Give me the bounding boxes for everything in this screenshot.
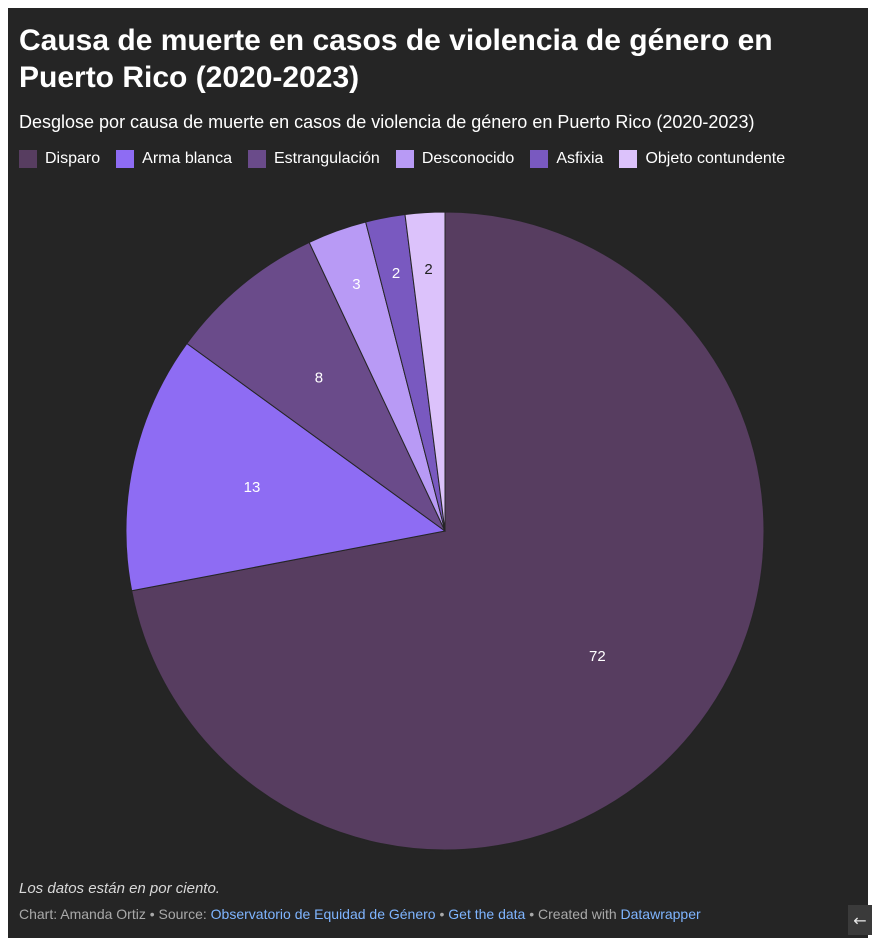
legend-label: Estrangulación: [273, 150, 380, 167]
chart-subtitle: Desglose por causa de muerte en casos de…: [19, 112, 755, 132]
back-arrow-icon[interactable]: ←: [848, 905, 872, 935]
pie-slice-arma-blanca[interactable]: [125, 342, 447, 592]
pie-slice-disparo[interactable]: [131, 211, 765, 851]
footer-created-with: Created with: [538, 906, 621, 922]
legend-item: Asfixia: [530, 150, 603, 168]
pie-slice-label: 2: [424, 261, 432, 278]
pie-slice-objeto-contundente[interactable]: [404, 211, 446, 532]
legend-label: Asfixia: [556, 150, 604, 167]
pie-slice-label: 72: [589, 648, 606, 665]
legend-item: Estrangulación: [247, 150, 380, 168]
legend-item: Disparo: [19, 150, 100, 168]
footer-source-label: Source:: [158, 906, 211, 922]
legend-item: Desconocido: [395, 150, 515, 168]
footer-separator: •: [145, 906, 159, 922]
footer-datawrapper-link[interactable]: Datawrapper: [620, 906, 701, 922]
legend-label: Disparo: [45, 150, 101, 167]
legend-item: Arma blanca: [116, 150, 232, 168]
pie-slice-label: 8: [315, 370, 323, 387]
legend-swatch: [116, 150, 135, 168]
legend-label: Arma blanca: [142, 150, 232, 167]
footer-source-link[interactable]: Observatorio de Equidad de Género: [210, 906, 436, 922]
chart-footer: Chart: Amanda Ortiz • Source: Observator…: [19, 906, 701, 922]
legend-swatch: [247, 150, 266, 168]
chart-title: Causa de muerte en casos de violencia de…: [19, 24, 773, 94]
legend-swatch: [530, 150, 549, 168]
pie-slice-label: 3: [352, 276, 360, 293]
legend-item: Objeto contundente: [619, 150, 785, 168]
legend-label: Objeto contundente: [645, 150, 786, 167]
legend-swatch: [19, 150, 37, 168]
legend-label: Desconocido: [421, 150, 515, 167]
chart-legend: Disparo Arma blanca Estrangulación Desconoc…: [19, 148, 801, 170]
footer-get-data-link[interactable]: Get the data: [448, 906, 526, 922]
pie-slice-label: 13: [244, 479, 261, 496]
pie-slice-label: 2: [392, 265, 400, 282]
pie-slice-estrangulaci-n[interactable]: [186, 241, 446, 532]
legend-swatch: [395, 150, 414, 168]
legend-swatch: [619, 150, 638, 168]
footer-author: Chart: Amanda Ortiz: [19, 906, 146, 922]
footer-separator: •: [525, 906, 539, 922]
footer-separator: •: [435, 906, 449, 922]
chart-notes: Los datos están en por ciento.: [19, 880, 220, 897]
